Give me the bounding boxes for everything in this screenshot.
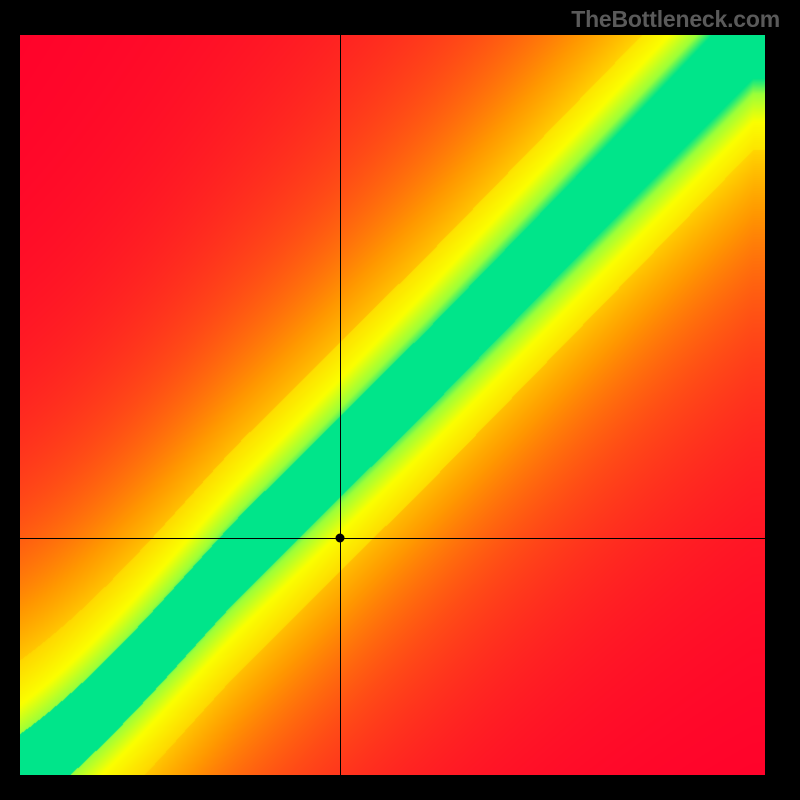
crosshair-horizontal bbox=[20, 538, 765, 539]
heatmap-canvas bbox=[20, 35, 765, 775]
watermark-text: TheBottleneck.com bbox=[571, 6, 780, 33]
padding-right-black bbox=[785, 0, 800, 800]
chart-container: TheBottleneck.com bbox=[0, 0, 800, 800]
plot-area bbox=[20, 35, 765, 775]
data-point-marker bbox=[336, 534, 345, 543]
crosshair-vertical bbox=[340, 35, 341, 775]
padding-bottom-black bbox=[0, 790, 800, 800]
